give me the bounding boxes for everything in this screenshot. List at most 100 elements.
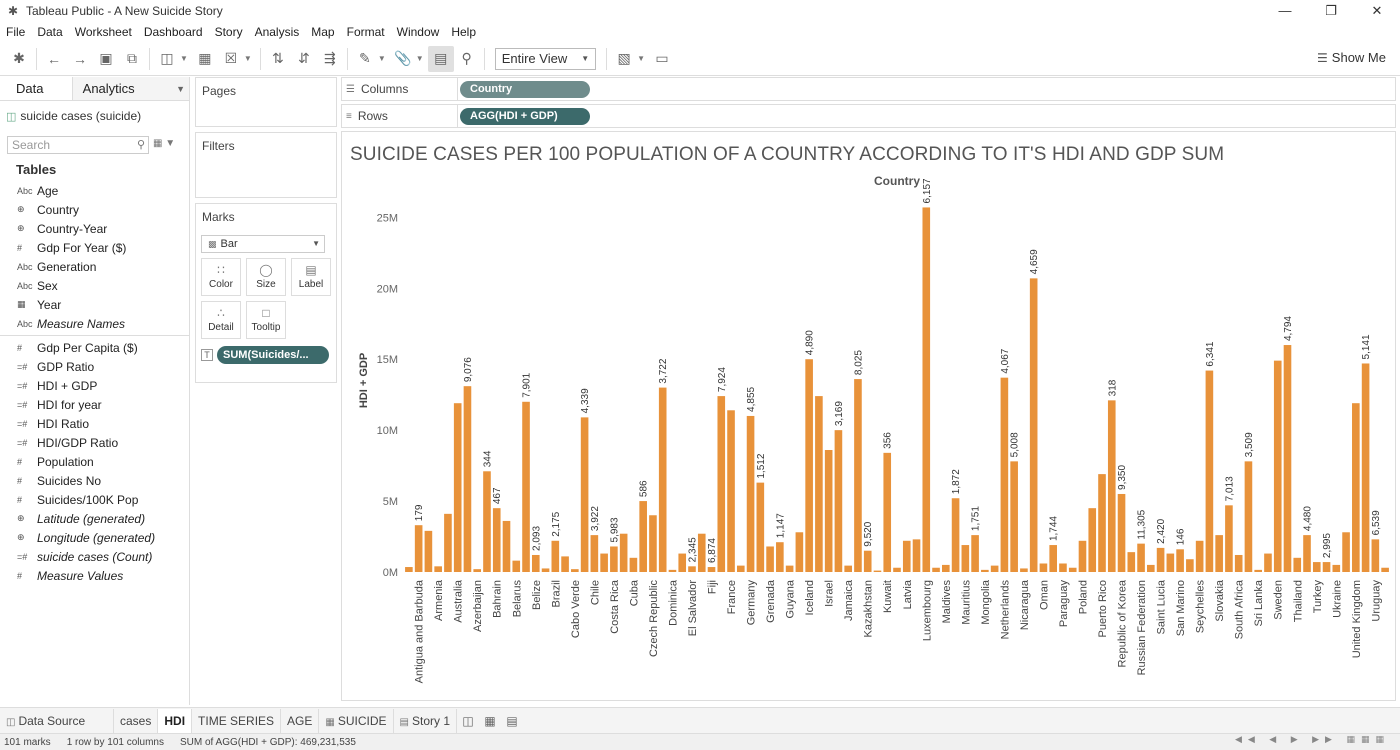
- new-worksheet-icon[interactable]: ◫: [462, 713, 474, 728]
- tab-cases[interactable]: cases: [114, 708, 159, 733]
- view-options-icon[interactable]: ▦ ▼: [153, 138, 176, 149]
- presentation-mode-icon[interactable]: ▭: [655, 50, 669, 66]
- detail-button[interactable]: ∴ Detail: [201, 301, 241, 339]
- menu-data[interactable]: Data: [37, 25, 63, 39]
- menu-map[interactable]: Map: [311, 25, 335, 39]
- fix-axes-icon[interactable]: ⚲: [461, 50, 472, 66]
- field-item[interactable]: Abc Generation: [0, 257, 190, 276]
- menu-help[interactable]: Help: [451, 25, 476, 39]
- chevron-down-icon[interactable]: ▼: [243, 54, 252, 63]
- field-item[interactable]: ⊕ Country-Year: [0, 219, 190, 238]
- field-item[interactable]: =# HDI for year: [0, 395, 190, 414]
- bar: [444, 513, 452, 572]
- highlight-icon[interactable]: ✎: [358, 50, 371, 66]
- tab-data-source[interactable]: ◫ Data Source: [0, 708, 114, 733]
- rows-shelf[interactable]: ≡ Rows AGG(HDI + GDP): [341, 104, 1396, 128]
- field-item[interactable]: =# GDP Ratio: [0, 357, 190, 376]
- data-label: 146: [1176, 528, 1187, 545]
- fit-select[interactable]: Entire View ▼: [494, 47, 597, 70]
- duplicate-sheet-icon[interactable]: ▦: [198, 50, 212, 66]
- maximize-icon[interactable]: ❐: [1325, 3, 1337, 18]
- field-item[interactable]: # Measure Values: [0, 566, 190, 585]
- show-me-button[interactable]: ☰ Show Me: [1317, 50, 1386, 65]
- menu-dashboard[interactable]: Dashboard: [143, 25, 203, 39]
- redo-icon[interactable]: →: [73, 50, 87, 67]
- menu-story[interactable]: Story: [214, 25, 243, 39]
- bar: [785, 565, 794, 572]
- tooltip-button[interactable]: □ Tooltip: [246, 301, 286, 339]
- chevron-down-icon[interactable]: ▼: [637, 54, 646, 63]
- field-item[interactable]: =# suicide cases (Count): [0, 547, 190, 566]
- tab-data[interactable]: Data: [16, 81, 44, 96]
- swap-rows-columns-icon[interactable]: ⇅: [271, 50, 284, 66]
- chevron-down-icon[interactable]: ▼: [176, 84, 185, 94]
- menu-window[interactable]: Window: [396, 25, 440, 39]
- columns-shelf[interactable]: ☰ Columns Country: [341, 77, 1396, 101]
- tab-suicide[interactable]: ▦ SUICIDE: [319, 708, 394, 733]
- new-worksheet-icon[interactable]: ◫: [160, 50, 174, 66]
- field-item[interactable]: ▦ Year: [0, 295, 190, 314]
- sort-descending-icon[interactable]: ⇶: [323, 50, 336, 66]
- field-item[interactable]: ⊕ Latitude (generated): [0, 509, 190, 528]
- pages-shelf[interactable]: Pages: [195, 77, 337, 127]
- bar: [1020, 568, 1028, 572]
- data-label: 4,480: [1303, 506, 1314, 531]
- menu-file[interactable]: File: [6, 25, 26, 39]
- tab-hdi[interactable]: HDI: [158, 708, 193, 733]
- data-label: 4,339: [580, 388, 591, 413]
- menu-worksheet[interactable]: Worksheet: [74, 25, 132, 39]
- field-item[interactable]: Abc Age: [0, 181, 190, 200]
- x-tick-label: Poland: [1077, 580, 1089, 614]
- field-item[interactable]: # Suicides/100K Pop: [0, 490, 190, 509]
- menu-format[interactable]: Format: [346, 25, 385, 39]
- sheet-nav-arrows[interactable]: ◀◀ ◀ ▶ ▶▶ ▦▦▦: [1234, 734, 1390, 744]
- show-mark-labels-icon[interactable]: ▤: [427, 45, 454, 72]
- field-item[interactable]: ⊕ Country: [0, 200, 190, 219]
- sort-ascending-icon[interactable]: ⇵: [297, 50, 310, 66]
- field-item[interactable]: Abc Sex: [0, 276, 190, 295]
- tab-age[interactable]: AGE: [281, 708, 320, 733]
- color-button[interactable]: ∷ Color: [201, 258, 241, 296]
- close-icon[interactable]: ✕: [1371, 3, 1383, 18]
- size-button[interactable]: ◯ Size: [246, 258, 286, 296]
- bar: [1137, 543, 1145, 572]
- field-name: Longitude (generated): [37, 530, 156, 545]
- save-icon[interactable]: ▣: [99, 50, 113, 66]
- mark-type-select[interactable]: ▩ Bar ▼: [201, 235, 325, 253]
- clear-sheet-icon[interactable]: ☒: [224, 50, 238, 66]
- tab-story-1[interactable]: ▤ Story 1: [394, 708, 457, 733]
- field-item[interactable]: # Suicides No: [0, 471, 190, 490]
- new-dashboard-icon[interactable]: ▦: [484, 713, 496, 728]
- chevron-down-icon[interactable]: ▼: [377, 54, 386, 63]
- undo-icon[interactable]: ←: [47, 50, 61, 67]
- search-input[interactable]: Search ⚲: [7, 136, 149, 154]
- field-item[interactable]: =# HDI/GDP Ratio: [0, 433, 190, 452]
- new-story-icon[interactable]: ▤: [506, 713, 518, 728]
- field-item[interactable]: =# HDI Ratio: [0, 414, 190, 433]
- data-source-item[interactable]: ◫ suicide cases (suicide): [0, 101, 189, 125]
- group-members-icon[interactable]: 📎: [394, 50, 412, 66]
- country-pill[interactable]: Country: [460, 80, 590, 98]
- chevron-down-icon[interactable]: ▼: [180, 54, 188, 63]
- field-item[interactable]: # Gdp For Year ($): [0, 238, 190, 257]
- chevron-down-icon: ▼: [581, 54, 590, 63]
- menu-analysis[interactable]: Analysis: [254, 25, 300, 39]
- tab-analytics[interactable]: Analytics ▼: [71, 77, 189, 100]
- data-label: 179: [414, 504, 425, 521]
- field-item[interactable]: ⊕ Longitude (generated): [0, 528, 190, 547]
- chevron-down-icon[interactable]: ▼: [415, 54, 424, 63]
- label-button[interactable]: ▤ Label: [291, 258, 331, 296]
- minimize-icon[interactable]: —: [1278, 3, 1292, 18]
- tab-time-series[interactable]: TIME SERIES: [192, 708, 282, 733]
- marks-label-pill[interactable]: T SUM(Suicides/...: [201, 346, 329, 364]
- field-item[interactable]: # Population: [0, 452, 190, 471]
- show-cards-icon[interactable]: ▧: [617, 50, 631, 66]
- new-data-source-icon[interactable]: ⧉: [127, 50, 137, 66]
- field-item[interactable]: # Gdp Per Capita ($): [0, 338, 190, 357]
- hdi-gdp-pill[interactable]: AGG(HDI + GDP): [460, 107, 590, 125]
- filters-shelf[interactable]: Filters: [195, 132, 337, 198]
- bar: [844, 565, 852, 572]
- field-item[interactable]: =# HDI + GDP: [0, 376, 190, 395]
- tableau-logo-icon[interactable]: ✱: [13, 50, 25, 66]
- field-item[interactable]: Abc Measure Names: [0, 314, 190, 333]
